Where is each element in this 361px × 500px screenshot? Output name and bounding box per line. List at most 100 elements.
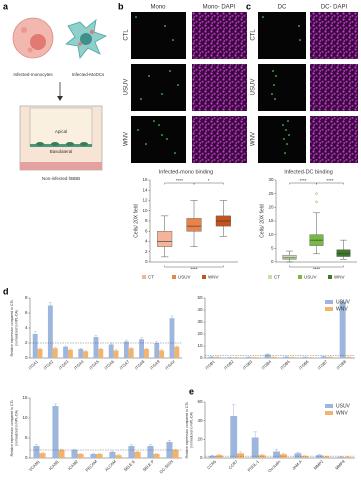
y-tick-label: 6	[145, 228, 148, 233]
bar	[93, 337, 99, 358]
legend-label: USUV	[304, 275, 317, 280]
arrow	[57, 82, 63, 101]
micrograph-dot	[153, 120, 155, 122]
y-tick-label: 5	[271, 246, 274, 251]
micrograph	[192, 12, 247, 59]
micrograph-dot	[145, 143, 147, 145]
panel-letter: e	[189, 386, 194, 396]
bar	[96, 454, 103, 458]
y-tick-label: 0	[25, 355, 28, 360]
micrograph-dot	[275, 75, 277, 77]
bar	[37, 349, 43, 358]
bar	[326, 356, 333, 358]
panel-letter: a	[3, 1, 9, 11]
bar	[322, 456, 330, 458]
legend-label: CT	[274, 275, 280, 280]
micrograph-dot	[177, 84, 179, 86]
significance-label: ****	[299, 178, 306, 183]
y-tick-label: 15	[22, 395, 28, 400]
bar	[52, 348, 58, 358]
bar	[108, 344, 114, 358]
micrograph-dot	[298, 25, 300, 27]
chart-title: Infected-DC binding	[284, 169, 333, 175]
y-tick-label: 4	[25, 325, 28, 330]
significance-bracket	[289, 182, 317, 185]
bar	[153, 454, 160, 458]
y-tick-label: 0	[200, 355, 203, 360]
micrograph-dot	[262, 16, 264, 18]
micrograph-dot	[164, 25, 166, 27]
y-tick-label: 60	[197, 399, 203, 404]
y-tick-label: 4	[145, 239, 148, 244]
outlier	[315, 200, 318, 204]
micrograph-dot	[271, 93, 273, 95]
legend-label: USUV	[178, 275, 191, 280]
micrograph-dot	[287, 120, 289, 122]
bar	[251, 437, 259, 458]
bar	[308, 357, 315, 358]
x-tick-label: MMP2	[313, 458, 325, 470]
micrograph-dot	[272, 70, 274, 72]
bar	[345, 357, 352, 358]
bar	[208, 456, 216, 458]
micrograph-dot	[174, 152, 176, 154]
y-tick-label: 30	[197, 319, 203, 324]
y-axis-label: Relative expression compared to CTL	[10, 400, 14, 457]
bar	[144, 349, 149, 358]
x-tick-label: CCR5	[206, 458, 218, 470]
bar	[128, 348, 134, 358]
legend-label: WNV	[336, 411, 348, 417]
significance-bracket	[316, 182, 344, 185]
x-tick-label: ITGA7	[119, 358, 131, 370]
y-tick-label: 10	[197, 343, 203, 348]
x-tick-label: ITGB3	[242, 358, 254, 370]
legend-swatch	[325, 411, 333, 415]
bar	[71, 450, 78, 458]
micrograph-dot	[161, 134, 163, 136]
micrograph	[131, 64, 186, 111]
column-header: Mono	[150, 5, 166, 11]
bar	[115, 455, 122, 458]
x-tick-label: ITGA1	[27, 358, 39, 370]
bar	[63, 346, 68, 358]
micrograph-dot	[273, 84, 275, 86]
x-tick-label: ITGA6	[103, 358, 115, 370]
significance-bracket	[164, 182, 195, 185]
micrograph-dot	[158, 124, 160, 126]
panel-letter: b	[118, 1, 124, 11]
x-tick-label: ITGB1	[204, 358, 216, 370]
micrograph-dot	[166, 138, 168, 140]
bar	[227, 357, 234, 358]
y-axis-label: Cells/ 20X field	[133, 204, 139, 238]
bar	[337, 457, 345, 458]
y-tick-label: 5	[25, 435, 28, 440]
micrograph	[258, 64, 306, 111]
bar	[32, 334, 38, 358]
bar	[154, 343, 160, 358]
micrograph-dot	[286, 143, 288, 145]
bar	[320, 356, 327, 358]
bar	[33, 446, 40, 458]
chart-title: Infected-mono binding	[159, 169, 213, 175]
y-axis-label: (normalized to NPL-DA)	[189, 412, 193, 448]
legend-label: CT	[148, 275, 154, 280]
y-tick-label: 6	[25, 310, 28, 315]
box	[157, 231, 173, 247]
micrograph-dot	[148, 75, 150, 77]
compartment-label: Apical	[55, 129, 67, 134]
micrograph-dot	[288, 134, 290, 136]
y-tick-label: 14	[142, 187, 148, 192]
outlier	[315, 192, 318, 195]
bar	[90, 454, 97, 458]
bar	[215, 455, 223, 458]
x-tick-label: PECAM	[84, 459, 98, 473]
panel-letter: c	[246, 1, 251, 11]
bar	[113, 350, 119, 358]
x-tick-label: ITGB5	[279, 358, 291, 370]
legend-swatch	[325, 300, 333, 304]
legend-label: USUV	[336, 404, 351, 410]
transwell	[19, 105, 103, 171]
caption: Non-infected hBBB	[42, 176, 80, 181]
significance-bracket	[193, 182, 224, 185]
row-label: CTL	[124, 29, 130, 41]
